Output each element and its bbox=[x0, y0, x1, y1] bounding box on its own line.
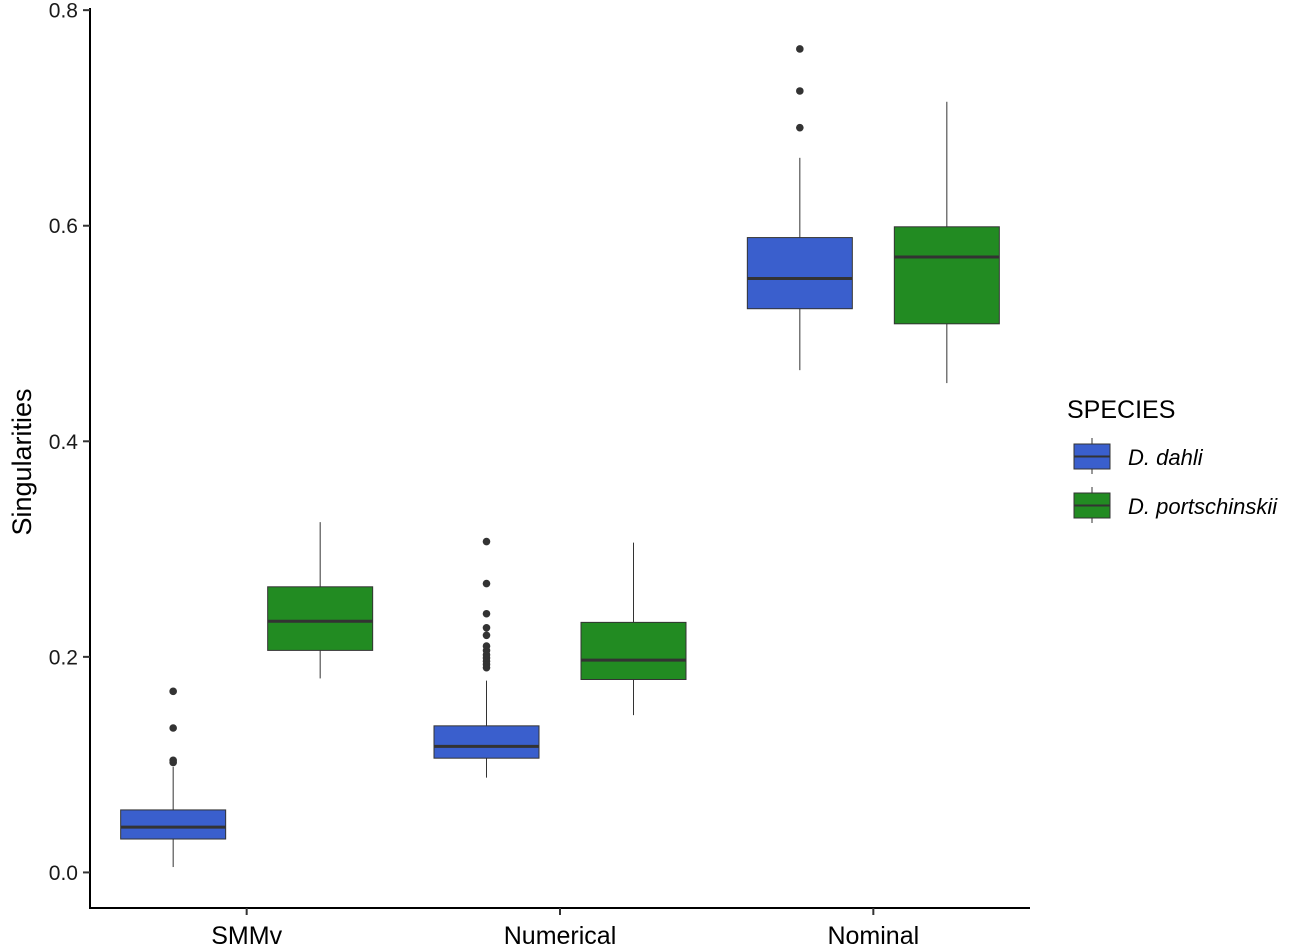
x-tick-label: Numerical bbox=[504, 922, 617, 950]
boxplot-numerical-dahli bbox=[433, 537, 540, 778]
boxplot-nominal-dahli bbox=[746, 45, 853, 371]
outlier-point bbox=[796, 123, 804, 132]
y-tick-label: 0.2 bbox=[49, 646, 78, 669]
outlier-point bbox=[482, 642, 491, 650]
boxplot-smmv-portschinskii bbox=[267, 522, 374, 679]
box-iqr bbox=[893, 226, 1000, 325]
legend-entry: D. portschinskii bbox=[1073, 487, 1278, 523]
y-tick-label: 0.6 bbox=[49, 215, 78, 238]
outlier-point bbox=[482, 631, 491, 640]
y-ticks: 0.0 0.2 0.4 0.6 0.8 bbox=[49, 0, 90, 885]
legend-entry: D. dahli bbox=[1073, 438, 1204, 474]
box-iqr bbox=[580, 621, 687, 680]
outlier-point bbox=[796, 87, 804, 95]
boxplot-smmv-dahli bbox=[120, 687, 227, 868]
boxplot-nominal-portschinskii bbox=[893, 101, 1000, 384]
legend-entries: D. dahli D. portschinskii bbox=[1073, 438, 1278, 523]
box-iqr bbox=[746, 237, 853, 310]
box-iqr bbox=[267, 586, 374, 651]
outlier-point bbox=[169, 724, 177, 732]
legend-title: SPECIES bbox=[1067, 396, 1175, 424]
y-tick-label: 0.4 bbox=[49, 431, 79, 454]
legend-label: D. portschinskii bbox=[1128, 494, 1278, 519]
x-tick-label: SMMv bbox=[211, 922, 282, 950]
x-ticks: SMMv Numerical Nominal bbox=[211, 908, 919, 950]
legend: SPECIES D. dahli D. portschinskii bbox=[1067, 396, 1278, 523]
outlier-point bbox=[796, 45, 804, 53]
boxplot-numerical-portschinskii bbox=[580, 542, 687, 716]
x-tick-label: Nominal bbox=[827, 922, 919, 950]
legend-label: D. dahli bbox=[1128, 445, 1204, 470]
outlier-point bbox=[169, 756, 177, 765]
boxes-layer bbox=[120, 45, 1000, 868]
outlier-point bbox=[482, 537, 491, 546]
y-tick-label: 0.0 bbox=[49, 862, 78, 885]
outlier-point bbox=[482, 609, 491, 618]
outlier-point bbox=[482, 623, 491, 632]
box-iqr bbox=[120, 809, 227, 840]
axes-layer bbox=[89, 8, 1030, 909]
outlier-point bbox=[169, 687, 177, 696]
y-tick-label: 0.8 bbox=[49, 0, 78, 23]
box-iqr bbox=[433, 725, 540, 759]
outlier-point bbox=[482, 579, 491, 588]
y-axis-title: Singularities bbox=[7, 388, 37, 535]
